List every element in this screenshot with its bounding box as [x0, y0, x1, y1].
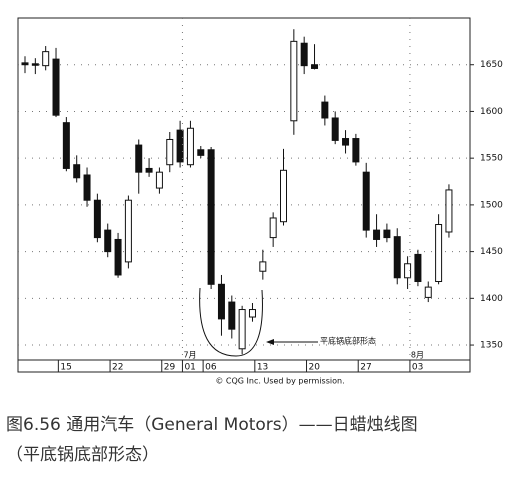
y-tick-label: 1650	[480, 60, 503, 70]
candle-body	[114, 238, 122, 276]
candle-body	[248, 309, 256, 318]
x-tick-label: 29	[164, 363, 176, 373]
chart: 平底锅底部形态 © CQG Inc. Used by permission. 1…	[17, 17, 503, 386]
annotation: 平底锅底部形态	[320, 336, 376, 346]
candle-body	[186, 127, 194, 166]
candle-body	[383, 229, 391, 239]
month-label: 7月	[183, 351, 196, 360]
candle-body	[424, 286, 432, 298]
candle-body	[362, 171, 370, 231]
caption: 图6.56 通用汽车（General Motors）——日蜡烛线图	[6, 415, 418, 435]
candle-body	[104, 229, 112, 253]
x-tick-label: 15	[60, 363, 71, 373]
x-tick-label: 22	[112, 363, 123, 373]
arrow-head	[266, 339, 274, 345]
candle-body	[135, 144, 143, 173]
x-tick-label: 20	[309, 363, 321, 373]
x-tick-label: 03	[412, 363, 423, 373]
candle-body	[259, 261, 267, 272]
candle-body	[207, 149, 215, 285]
candle-body	[414, 253, 422, 283]
candle-body	[311, 64, 319, 69]
candle-body	[404, 263, 412, 279]
candle-body	[62, 122, 70, 169]
candle-body	[331, 117, 339, 141]
x-tick-label: 13	[257, 363, 268, 373]
candle-body	[52, 58, 60, 116]
x-tick-label: 06	[205, 363, 217, 373]
x-tick-label: 01	[184, 363, 195, 373]
credit: © CQG Inc. Used by permission.	[215, 377, 344, 386]
pan-outline	[199, 287, 263, 357]
y-tick-label: 1350	[480, 341, 503, 351]
candle-body	[342, 138, 350, 146]
candle-body	[83, 174, 91, 201]
y-tick-label: 1500	[480, 200, 503, 210]
candle-body	[176, 129, 184, 163]
candle-body	[73, 164, 81, 179]
y-tick-label: 1550	[480, 154, 503, 164]
candle-body	[166, 138, 174, 166]
candle-body	[31, 63, 39, 66]
caption: （平底锅底部形态）	[6, 445, 159, 465]
candle-body	[393, 236, 401, 279]
y-tick-label: 1600	[480, 107, 503, 117]
candle-body	[269, 217, 277, 239]
candle-body	[228, 301, 236, 330]
candle-body	[238, 309, 246, 350]
candle-body	[373, 229, 381, 240]
candle-body	[155, 171, 163, 189]
month-label: 8月	[411, 351, 424, 360]
candle-body	[280, 169, 287, 223]
candle-body	[93, 199, 101, 239]
candle-body	[217, 283, 225, 320]
candle-body	[445, 189, 453, 233]
candle-body	[197, 149, 205, 156]
x-tick-label: 27	[360, 363, 371, 373]
y-tick-label: 1400	[480, 294, 503, 304]
candle-body	[321, 101, 329, 119]
candle-body	[352, 138, 360, 163]
candle-body	[435, 224, 443, 283]
candle-body	[42, 51, 50, 67]
candle-body	[21, 62, 29, 66]
candle-body	[290, 40, 298, 122]
y-tick-label: 1450	[480, 247, 503, 257]
candle-body	[300, 42, 308, 67]
candle-body	[145, 167, 153, 173]
candle-body	[124, 199, 132, 263]
